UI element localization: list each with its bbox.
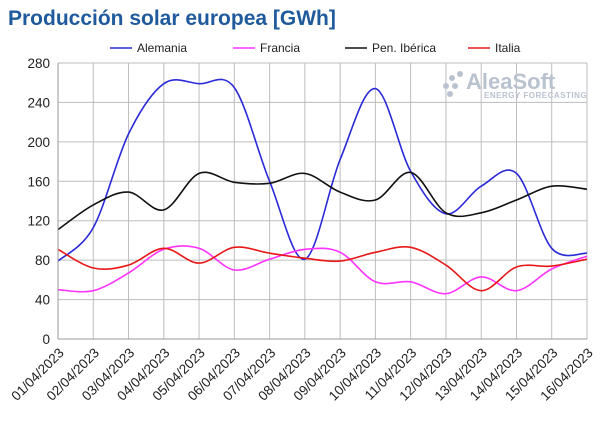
grid: [57, 62, 588, 340]
series-line-alemania: [57, 78, 588, 262]
series-line-pen-iberica: [57, 171, 588, 231]
y-tick-label: 120: [27, 214, 50, 229]
y-tick-label: 80: [35, 253, 50, 268]
y-tick-label: 160: [27, 174, 50, 189]
legend-label-italia: Italia: [495, 41, 521, 55]
series-line-francia: [57, 245, 588, 295]
series-layer: [57, 78, 588, 295]
y-tick-label: 240: [27, 95, 50, 110]
axes: [57, 63, 587, 340]
y-tick-labels: 0 40 80 120 160 200 240 280: [27, 56, 50, 347]
legend-label-francia: Francia: [260, 41, 300, 55]
watermark-tagline: ENERGY FORECASTING: [484, 91, 587, 100]
y-tick-label: 40: [35, 293, 50, 308]
logo-icon: [443, 71, 463, 97]
y-tick-label: 0: [42, 332, 50, 347]
legend: Alemania Francia Pen. Ibérica Italia: [110, 41, 521, 55]
x-tick-labels: 01/04/202302/04/202303/04/202304/04/2023…: [8, 345, 595, 403]
watermark-logo: AleaSoft ENERGY FORECASTING: [443, 69, 587, 100]
y-tick-label: 280: [27, 56, 50, 71]
series-line-italia: [57, 246, 588, 292]
y-tick-label: 200: [27, 135, 50, 150]
chart-title: Producción solar europea [GWh]: [8, 7, 336, 30]
legend-label-alemania: Alemania: [137, 41, 187, 55]
legend-label-pen-iberica: Pen. Ibérica: [372, 41, 436, 55]
watermark-brand: AleaSoft: [466, 69, 556, 94]
